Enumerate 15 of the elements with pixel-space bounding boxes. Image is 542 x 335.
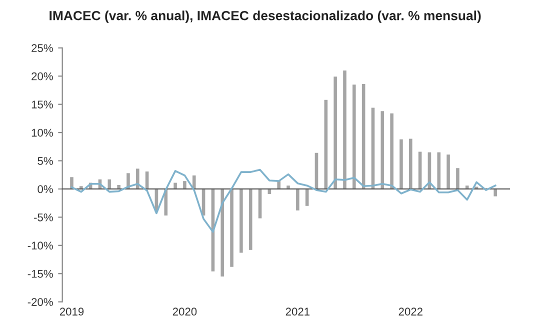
y-tick-label: -5% [34, 214, 53, 222]
y-tick-label: -15% [28, 270, 53, 278]
x-tick-label: 2020 [172, 308, 197, 316]
y-tick-label: 20% [32, 72, 53, 80]
y-tick-label: 15% [32, 100, 53, 108]
x-tick-label: 2022 [398, 308, 422, 316]
y-tick-label: 10% [32, 128, 53, 137]
y-tick-label: -10% [28, 242, 53, 250]
x-tick-label: 2021 [286, 308, 310, 316]
x-tick-label: 2019 [60, 308, 84, 316]
y-tick-label: -20% [28, 298, 53, 306]
y-tick-label: 5% [38, 157, 53, 165]
chart-title: IMACEC (var. % anual), IMACEC desestacionalizado (var. % mensual) [50, 10, 481, 23]
y-tick-label: 25% [32, 44, 53, 52]
y-tick-label: 0% [38, 185, 53, 194]
